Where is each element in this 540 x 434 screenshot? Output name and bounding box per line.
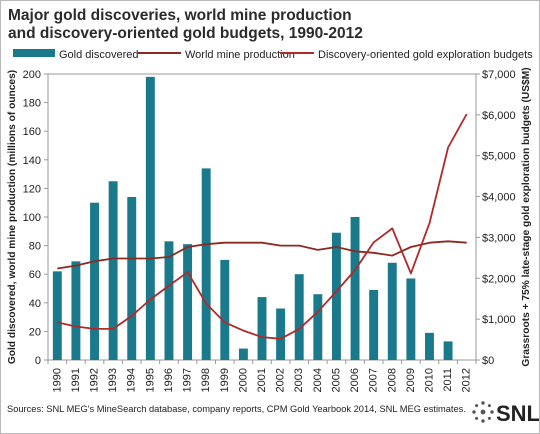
left-tick-label-40: 40: [29, 298, 41, 310]
right-tick-label-5: $5,000: [482, 151, 516, 163]
snl-burst-icon: [472, 401, 494, 423]
left-tick-label-80: 80: [29, 241, 41, 253]
chart-title-line-2: and discovery-oriented gold budgets, 199…: [8, 25, 363, 42]
bar-1999: [220, 259, 230, 360]
bar-1998: [201, 168, 211, 360]
chart-title-line-1: Major gold discoveries, world mine produ…: [8, 7, 352, 24]
x-tick-label-2009: 2009: [405, 368, 417, 392]
x-tick-label-1996: 1996: [163, 368, 175, 392]
left-tick-label-20: 20: [29, 326, 41, 338]
legend-label-world-mine-production: World mine production: [185, 49, 295, 61]
bar-2010: [425, 332, 434, 360]
legend-label-gold-discovered: Gold discovered: [59, 49, 139, 61]
bar-2008: [387, 262, 397, 360]
x-tick-label-2010: 2010: [423, 368, 435, 392]
x-tick-label-2012: 2012: [461, 368, 473, 392]
x-tick-label-2001: 2001: [256, 368, 268, 392]
bar-1994: [127, 196, 137, 360]
x-tick-label-1999: 1999: [219, 368, 231, 392]
left-tick-label-140: 140: [23, 155, 41, 167]
chart-legend: Gold discovered World mine production Di…: [13, 49, 533, 61]
x-tick-label-1990: 1990: [51, 368, 63, 392]
snl-logo: SNL: [472, 401, 539, 426]
right-tick-label-1: $1,000: [482, 314, 516, 326]
line-world-mine-production: [57, 240, 467, 270]
right-tick-label-4: $4,000: [482, 192, 516, 204]
x-tick-label-2003: 2003: [293, 368, 305, 392]
bar-2002: [276, 308, 286, 360]
bar-2009: [406, 278, 416, 360]
x-tick-label-1994: 1994: [126, 368, 138, 392]
x-tick-label-1995: 1995: [144, 368, 156, 392]
right-tick-label-3: $3,000: [482, 232, 516, 244]
x-tick-label-1991: 1991: [70, 368, 82, 392]
x-tick-label-2004: 2004: [312, 368, 324, 392]
left-tick-label-60: 60: [29, 269, 41, 281]
line-series-group: [57, 113, 468, 340]
bar-1996: [164, 241, 174, 360]
x-tick-label-2006: 2006: [349, 368, 361, 392]
left-tick-label-180: 180: [23, 98, 41, 110]
bar-2006: [350, 217, 360, 360]
bar-2003: [294, 274, 304, 360]
left-axis-title: Gold discovered, world mine production (…: [7, 70, 18, 364]
right-tick-label-6: $6,000: [482, 110, 516, 122]
x-tick-label-1997: 1997: [182, 368, 194, 392]
legend-label-exploration-budgets: Discovery-oriented gold exploration budg…: [318, 49, 533, 61]
x-tick-label-1998: 1998: [200, 368, 212, 392]
x-tick-label-1993: 1993: [107, 368, 119, 392]
x-tick-label-1992: 1992: [89, 368, 101, 392]
x-tick-label-2007: 2007: [368, 368, 380, 392]
snl-logo-text: SNL: [496, 401, 539, 426]
bar-1995: [145, 76, 155, 361]
left-tick-label-200: 200: [23, 69, 41, 81]
right-tick-label-0: $0: [482, 355, 494, 367]
bar-2001: [257, 297, 267, 360]
source-note: Sources: SNL MEG's MineSearch database, …: [7, 404, 466, 414]
right-axis-title: Grassroots + 75% late-stage gold explora…: [521, 67, 532, 366]
left-tick-label-160: 160: [23, 126, 41, 138]
x-axis-ticks: 1990 1991 1992 1993 1994 1995 1996 1997 1998 1999…: [47, 360, 477, 392]
bar-2007: [369, 289, 379, 360]
x-tick-label-2002: 2002: [275, 368, 287, 392]
left-tick-label-0: 0: [35, 355, 41, 367]
left-tick-label-100: 100: [23, 212, 41, 224]
right-tick-label-2: $2,000: [482, 273, 516, 285]
left-axis-ticks: 0 20 40 60 80 100 120 140 160 180 200: [23, 69, 48, 367]
x-tick-label-2005: 2005: [330, 368, 342, 392]
x-tick-label-2011: 2011: [442, 368, 454, 392]
bar-2000: [238, 348, 248, 360]
right-tick-label-7: $7,000: [482, 69, 516, 81]
x-tick-label-2000: 2000: [237, 368, 249, 392]
bar-1997: [183, 244, 193, 360]
bar-1992: [90, 202, 99, 360]
left-tick-label-120: 120: [23, 183, 41, 195]
bar-1993: [108, 181, 118, 360]
line-discovery-oriented-gold-exploration-budgets: [57, 113, 468, 340]
bar-2005: [331, 232, 341, 360]
legend-swatch-gold-discovered: [13, 49, 55, 57]
right-axis-ticks: $0 $1,000 $2,000 $3,000 $4,000 $5,000 $6,000 $7…: [476, 69, 516, 367]
bar-2004: [313, 294, 323, 360]
x-tick-label-2008: 2008: [386, 368, 398, 392]
bar-2011: [443, 341, 453, 360]
bar-series-gold-discovered: [52, 76, 453, 361]
bar-1990: [52, 271, 62, 360]
bar-1991: [71, 261, 81, 360]
